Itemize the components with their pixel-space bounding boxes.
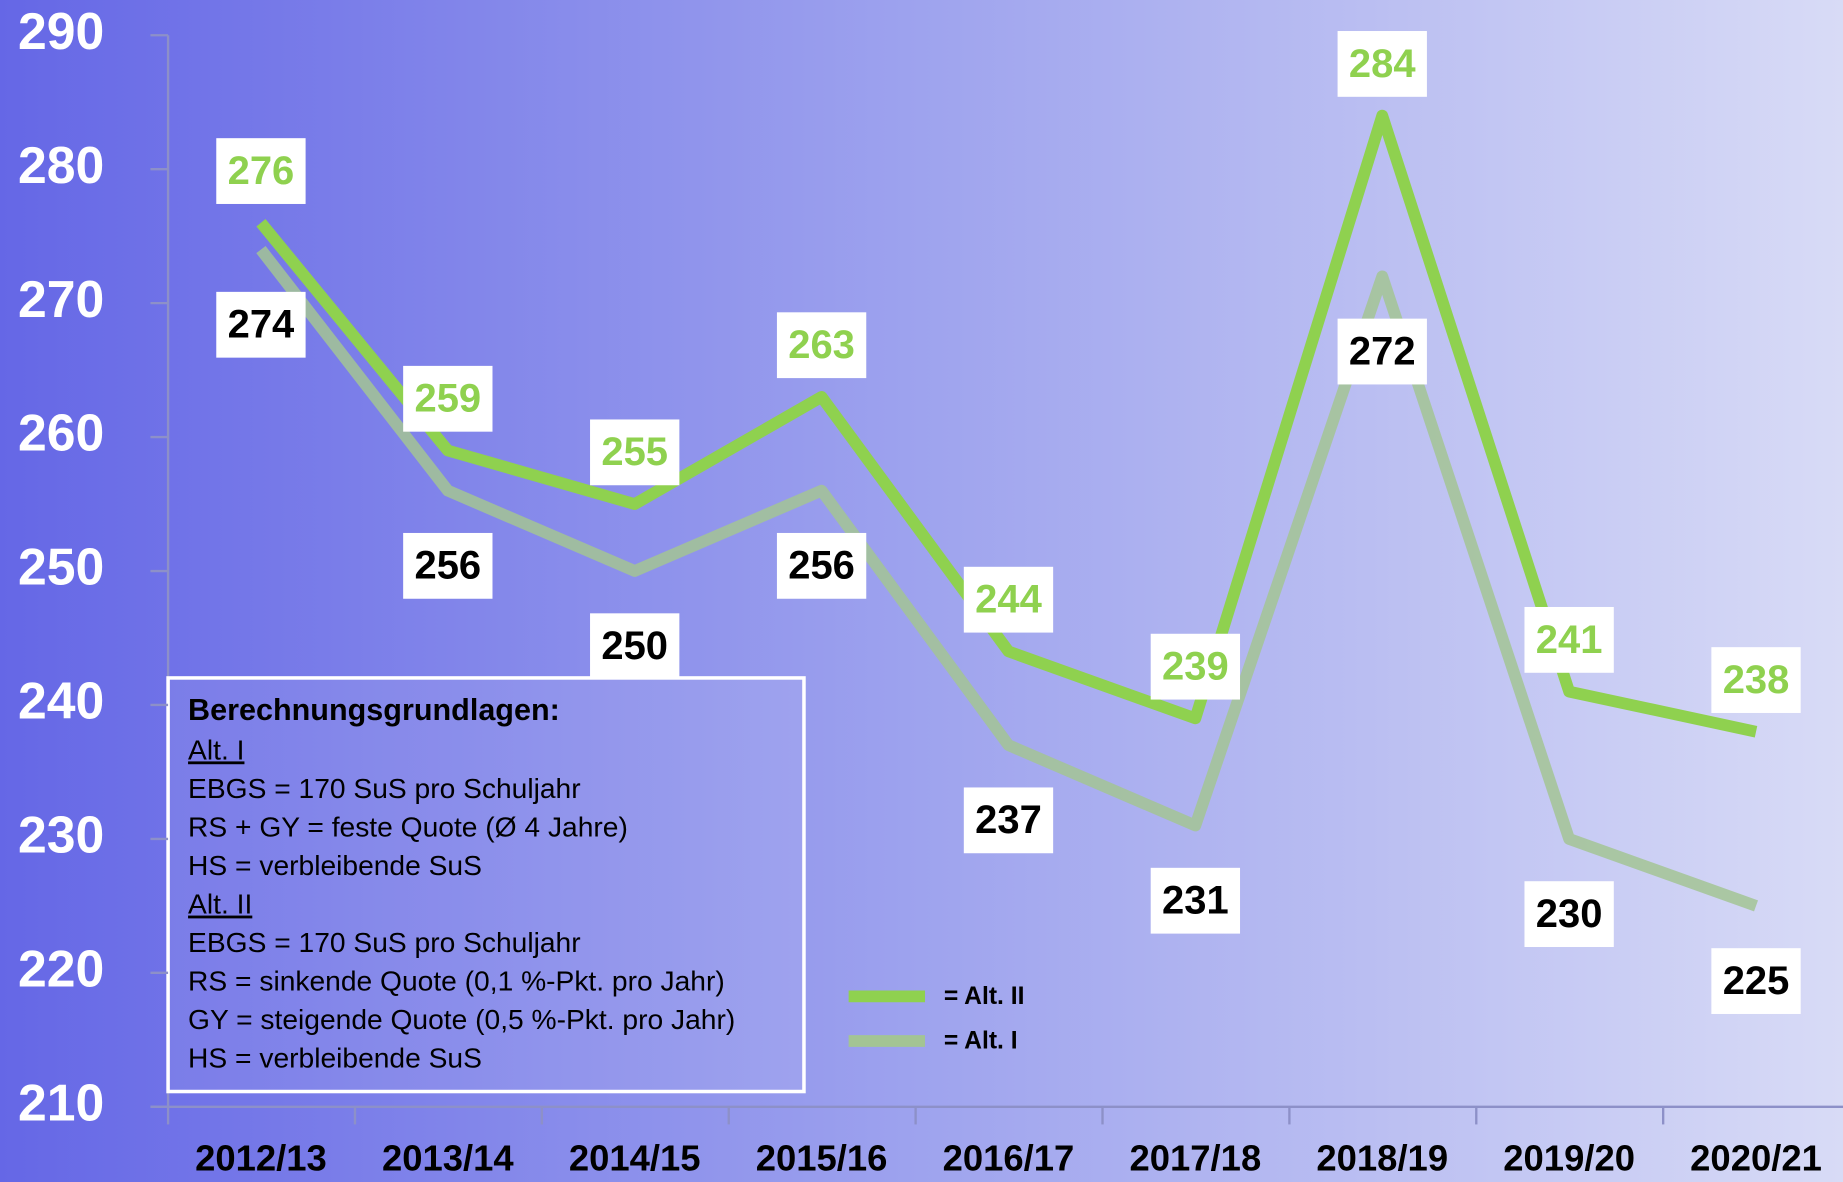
value-label: 241 [1536,618,1603,662]
value-label: 255 [601,430,668,474]
value-label-box [776,532,867,599]
legend-label: = Alt. I [944,1028,1018,1055]
value-label: 256 [414,544,481,588]
value-label-box [1711,647,1801,713]
note-title: Berechnungsgrundlagen: [188,693,560,727]
value-label-box [1150,867,1241,934]
note-line: RS = sinkende Quote (0,1 %-Pkt. pro Jahr… [188,965,725,997]
value-label: 263 [788,323,855,367]
note-box [166,676,806,1094]
x-tick-label: 2013/14 [382,1137,514,1178]
note-line: EBGS = 170 SuS pro Schuljahr [188,772,581,804]
value-label: 276 [228,149,295,193]
value-label: 238 [1723,658,1790,702]
value-label-box [216,291,306,358]
y-tick-label: 270 [18,270,104,328]
y-tick-label: 210 [18,1073,104,1131]
x-tick-label: 2014/15 [569,1137,701,1178]
value-label-box [1524,606,1614,673]
note-line: HS = verbleibende SuS [188,849,482,881]
x-tick-label: 2016/17 [943,1137,1075,1178]
value-label-box [1524,881,1614,948]
value-label: 284 [1349,42,1416,86]
value-label-box [1150,633,1241,700]
x-tick-label: 2018/19 [1316,1137,1448,1178]
value-label-box [403,365,493,432]
legend-label: = Alt. II [944,983,1025,1010]
value-label-box [1337,318,1427,385]
value-label-box [590,613,680,680]
value-label-box [963,566,1054,633]
y-tick-label: 220 [18,940,104,998]
value-label: 230 [1536,892,1603,936]
x-tick-label: 2017/18 [1130,1137,1262,1178]
y-tick-label: 230 [18,806,104,864]
note-line: Alt. II [188,888,252,920]
value-label: 274 [228,303,295,347]
line-series [256,109,1758,738]
x-tick-label: 2019/20 [1503,1137,1635,1178]
value-label: 272 [1349,329,1416,373]
note-line: RS + GY = feste Quote (Ø 4 Jahre) [188,811,628,843]
note-line: HS = verbleibende SuS [188,1042,482,1074]
value-label-box [590,419,680,486]
note-line: EBGS = 170 SuS pro Schuljahr [188,926,581,958]
value-label-box [1711,948,1801,1014]
x-tick-label: 2015/16 [756,1137,888,1178]
value-label: 250 [601,624,668,668]
value-label: 239 [1162,645,1229,689]
y-tick-label: 240 [18,672,104,730]
value-label: 259 [414,377,481,421]
value-label-box [776,312,867,379]
value-label-box [403,532,493,599]
value-label: 225 [1723,959,1790,1003]
y-tick-label: 290 [18,2,104,60]
x-tick-label: 2012/13 [195,1137,327,1178]
x-tick-label: 2020/21 [1690,1137,1822,1178]
value-label: 231 [1162,879,1229,923]
line-series [256,245,1759,912]
value-label-box [963,787,1054,854]
value-label-box [1337,31,1427,97]
y-tick-label: 260 [18,404,104,462]
value-label: 237 [975,798,1042,842]
value-label-box [216,138,306,204]
y-tick-label: 250 [18,538,104,596]
note-line: Alt. I [188,733,244,765]
value-label: 256 [788,544,855,588]
value-label: 244 [975,578,1042,622]
note-line: GY = steigende Quote (0,5 %-Pkt. pro Jah… [188,1003,735,1035]
y-tick-label: 280 [18,136,104,194]
